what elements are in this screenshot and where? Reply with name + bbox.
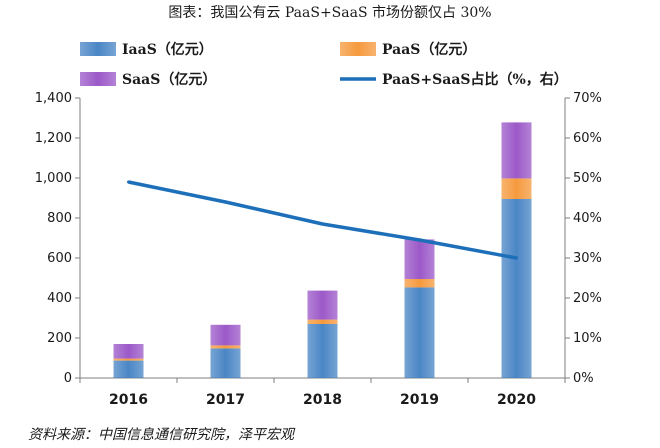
y-tick-label-right: 30%: [573, 251, 602, 266]
bar-paas: [307, 319, 338, 324]
bar-iaas: [404, 287, 435, 378]
bar-saas: [307, 290, 338, 320]
y-tick-label-right: 20%: [573, 291, 602, 306]
legend-swatch: [80, 42, 116, 56]
bar-iaas: [307, 324, 338, 378]
bar-saas: [113, 344, 144, 359]
line-series: [127, 180, 518, 260]
y-tick-label-left: 1,000: [35, 171, 72, 186]
legend-label: IaaS（亿元）: [122, 41, 213, 58]
y-tick-label-left: 600: [47, 251, 72, 266]
bar-iaas: [210, 348, 241, 378]
y-tick-label-right: 0%: [573, 371, 594, 386]
legend-label: PaaS（亿元）: [382, 41, 476, 58]
line-point: [321, 222, 324, 226]
y-tick-label-left: 200: [47, 331, 72, 346]
legend-swatch: [80, 72, 116, 86]
bar-saas: [501, 122, 532, 179]
y-tick-label-left: 400: [47, 291, 72, 306]
legend-label: SaaS（亿元）: [122, 71, 216, 88]
legend-label: PaaS+SaaS占比（%，右）: [382, 71, 568, 88]
bar-iaas: [501, 199, 532, 378]
legend: IaaS（亿元） PaaS（亿元） SaaS（亿元） PaaS+SaaS占比（%，右）: [80, 41, 568, 88]
x-tick-label: 2018: [303, 392, 342, 408]
x-tick-label: 2020: [497, 392, 536, 408]
chart-svg: IaaS（亿元） PaaS（亿元） SaaS（亿元） PaaS+SaaS占比（%，右）…: [35, 41, 602, 408]
bars: [113, 122, 532, 378]
legend-swatch: [340, 42, 376, 56]
y-tick-label-right: 40%: [573, 211, 602, 226]
y-tick-label-left: 1,400: [35, 91, 72, 106]
share-line: [128, 180, 517, 260]
x-tick-label: 2016: [109, 392, 148, 408]
axes: 0 200 400 600 800 1,000 1,200 1,400 0% 10% 20% 30% 4…: [35, 91, 602, 408]
y-tick-label-left: 0: [64, 371, 72, 386]
y-tick-label-right: 10%: [573, 331, 602, 346]
y-tick-label-left: 800: [47, 211, 72, 226]
line-point: [418, 238, 421, 242]
chart-frame: IaaS（亿元） PaaS（亿元） SaaS（亿元） PaaS+SaaS占比（%，右）…: [0, 28, 660, 422]
source-note: 资料来源：中国信息通信研究院，泽平宏观: [28, 427, 294, 443]
line-point: [224, 200, 227, 204]
bar-saas: [404, 239, 435, 279]
line-point: [515, 256, 518, 260]
x-tick-label: 2019: [400, 392, 439, 408]
line-point: [127, 180, 130, 184]
x-tick-label: 2017: [206, 392, 245, 408]
y-tick-label-right: 70%: [573, 91, 602, 106]
chart-title: 图表：我国公有云 PaaS+SaaS 市场份额仅占 30%: [168, 5, 492, 21]
bar-iaas: [113, 360, 144, 378]
bar-paas: [210, 345, 241, 349]
bar-paas: [404, 279, 435, 288]
bar-paas: [113, 358, 144, 361]
y-tick-label-right: 60%: [573, 131, 602, 146]
bar-paas: [501, 178, 532, 199]
bar-saas: [210, 324, 241, 346]
y-tick-label-right: 50%: [573, 171, 602, 186]
y-tick-label-left: 1,200: [35, 131, 72, 146]
